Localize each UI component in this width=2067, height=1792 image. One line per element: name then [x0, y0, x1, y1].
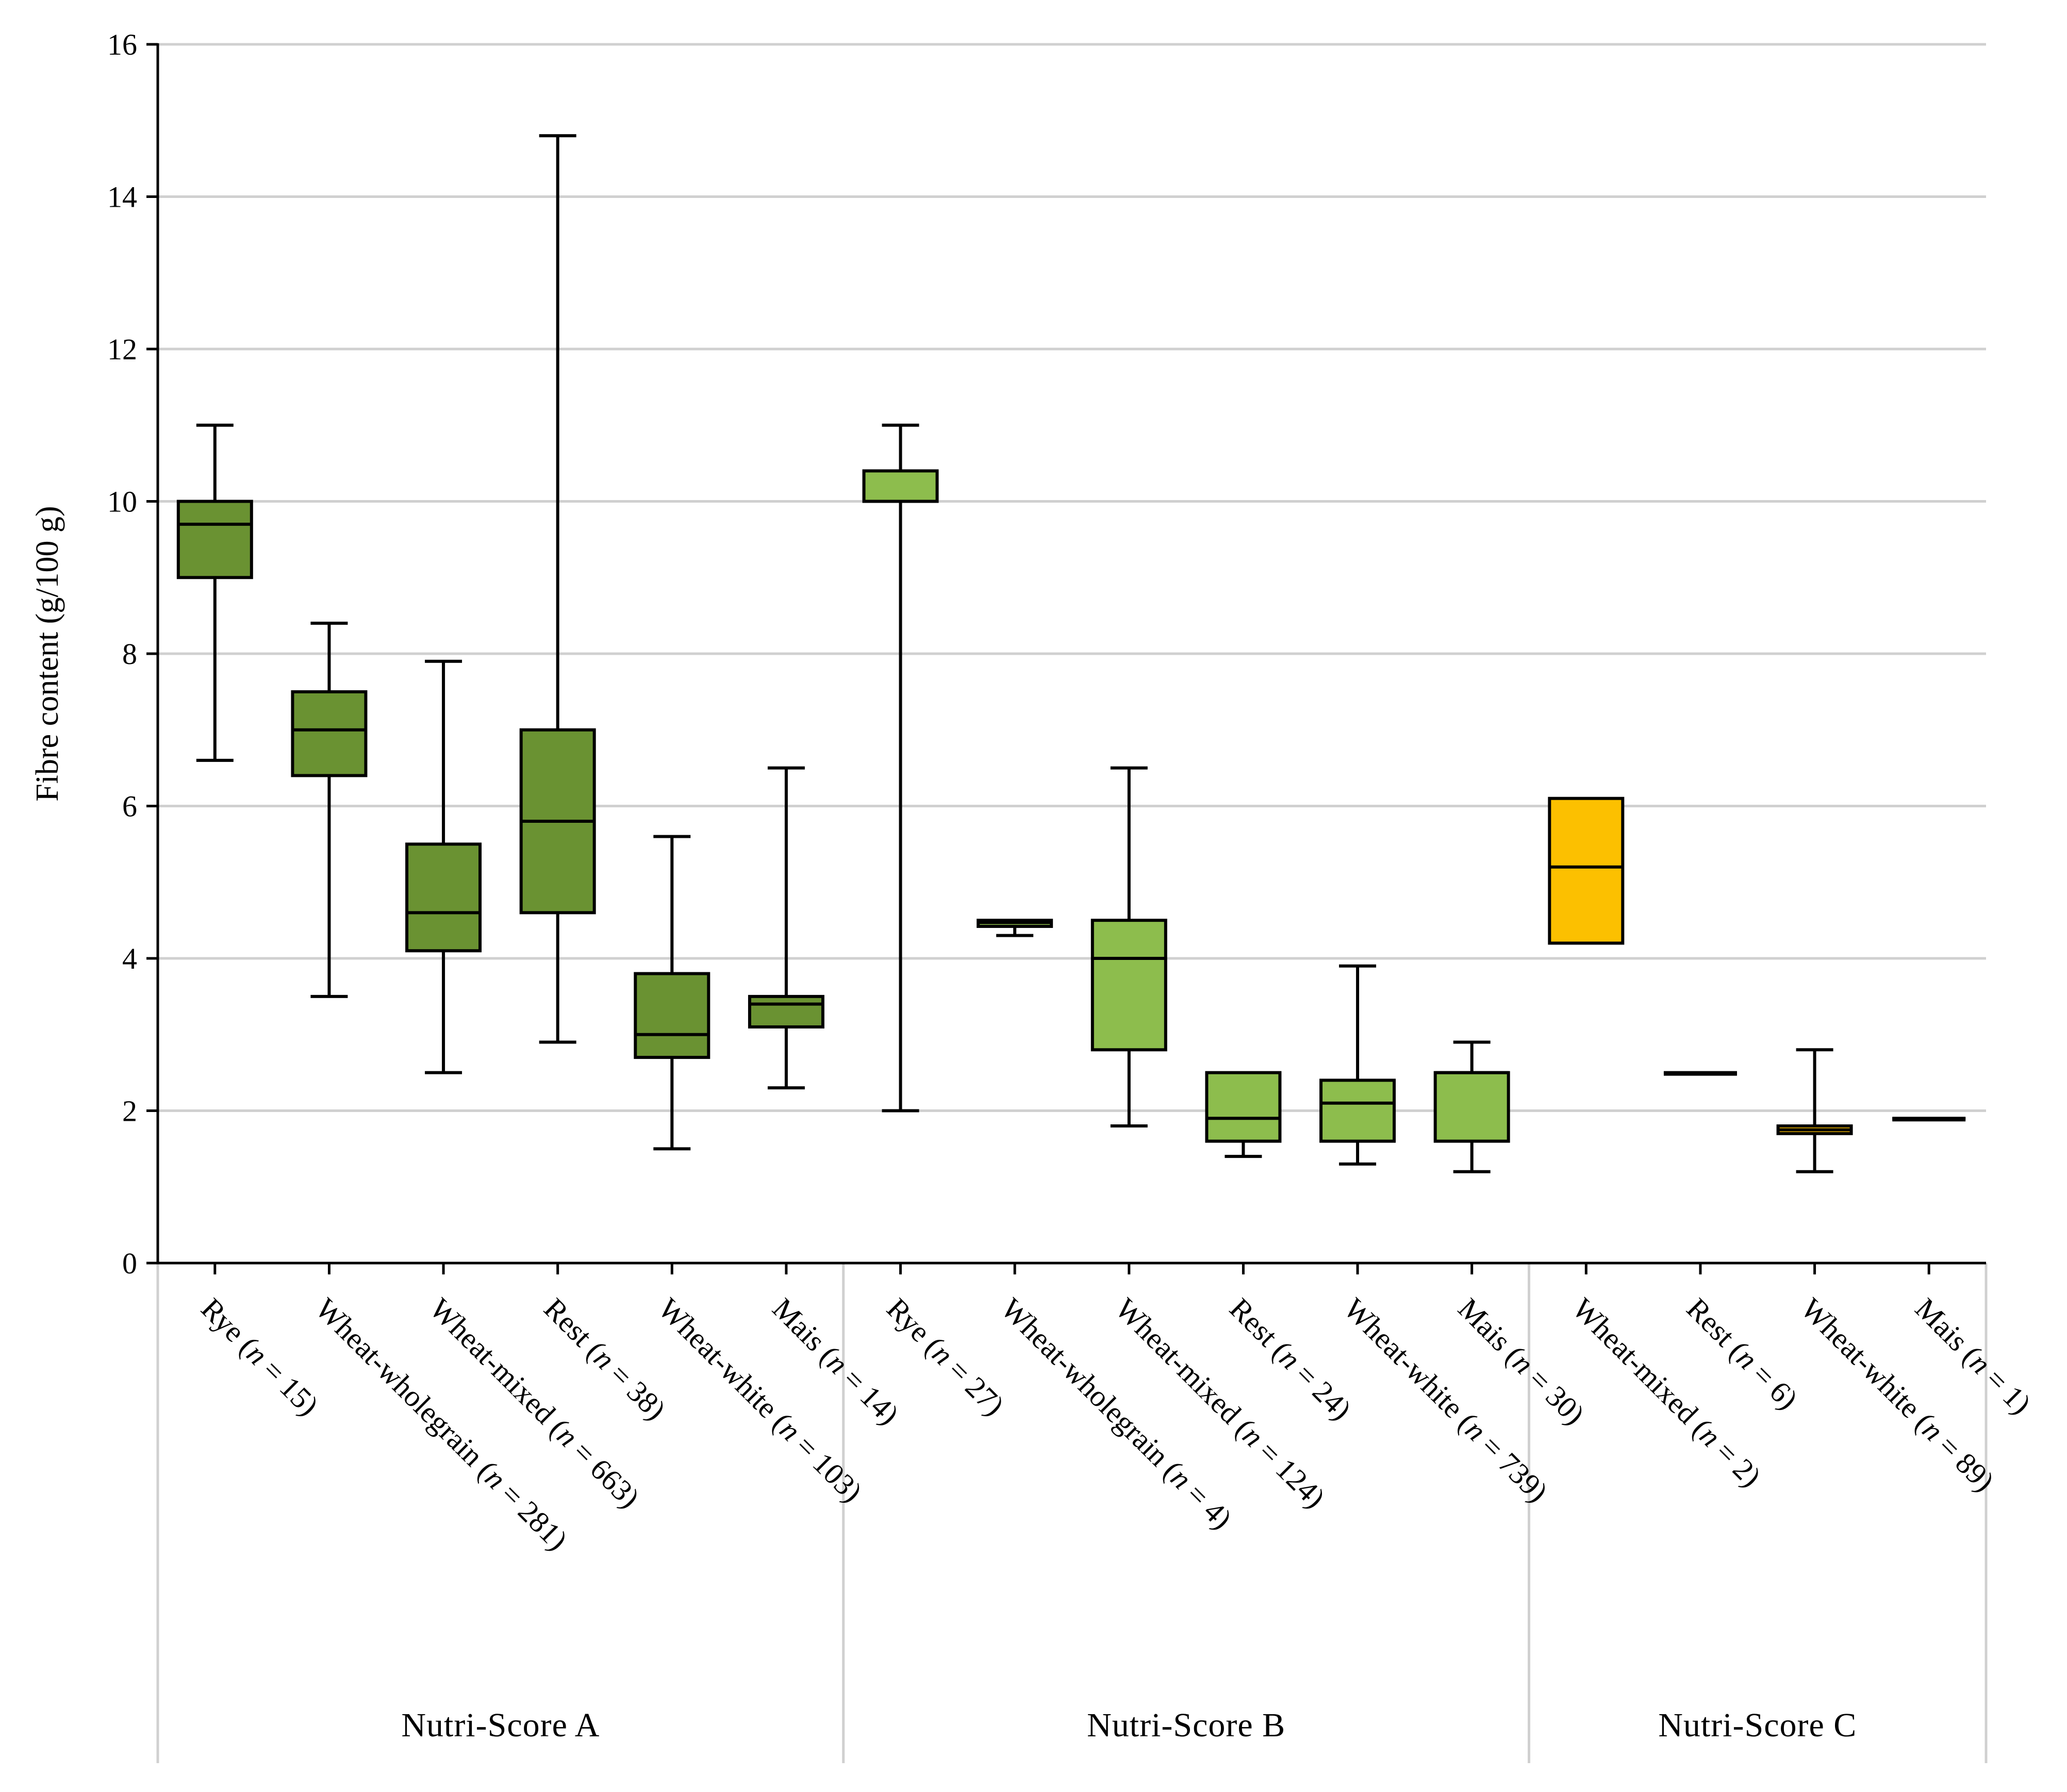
iqr-box	[1205, 1071, 1282, 1143]
iqr-box	[405, 842, 482, 953]
box-2-1	[1663, 1071, 1737, 1076]
box-0-5	[748, 766, 824, 1090]
box-1-4	[1319, 964, 1396, 1166]
category-label: Wheat-white (n = 89)	[1794, 1291, 2000, 1498]
iqr-box	[862, 469, 939, 503]
group-labels: Nutri-Score A Nutri-Score B Nutri-Score C	[401, 1706, 1857, 1744]
category-label: Wheat-wholegrain (n = 4)	[995, 1291, 1238, 1535]
box-2-2	[1776, 1048, 1853, 1173]
box-0-4	[634, 835, 710, 1151]
gridlines	[156, 43, 1988, 1763]
category-name: Wheat-white	[1337, 1291, 1470, 1424]
box-0-3	[519, 134, 596, 1044]
y-tick-label: 14	[107, 180, 137, 214]
y-tick-label: 10	[107, 485, 137, 519]
group-label: Nutri-Score B	[1087, 1706, 1285, 1744]
box-0-2	[405, 659, 482, 1074]
group-label: Nutri-Score A	[401, 1706, 600, 1744]
y-axis-title: Fibre content (g/100 g)	[30, 506, 65, 801]
box-2-0	[1548, 797, 1625, 945]
category-labels: Rye (n = 15)Wheat-wholegrain (n = 281)Wh…	[195, 1291, 2038, 1556]
iqr-box	[1433, 1071, 1510, 1143]
iqr-box	[1319, 1078, 1396, 1143]
category-label: Wheat-white (n = 103)	[652, 1291, 869, 1508]
y-tick-label: 12	[107, 333, 137, 366]
iqr-box	[291, 690, 368, 777]
box-0-1	[291, 621, 368, 998]
box-2-3	[1892, 1117, 1966, 1122]
iqr-box	[1090, 919, 1167, 1052]
y-tick-label: 6	[122, 790, 137, 823]
group-label: Nutri-Score C	[1658, 1706, 1857, 1744]
boxes	[176, 134, 1966, 1173]
y-tick-label: 4	[122, 942, 137, 975]
box-1-1	[977, 919, 1053, 937]
category-name: Wheat-white	[1794, 1291, 1927, 1424]
category-label: Wheat-white (n = 739)	[1337, 1291, 1555, 1508]
y-tick-label: 16	[107, 28, 137, 61]
category-label: Wheat-mixed (n = 663)	[423, 1291, 646, 1514]
box-1-3	[1205, 1071, 1282, 1158]
category-label: Wheat-mixed (n = 124)	[1109, 1291, 1332, 1514]
axes: 0 2 4 6 8 10 12 14 16	[107, 28, 1986, 1280]
iqr-box	[634, 972, 710, 1059]
y-tick-label: 2	[122, 1094, 137, 1128]
iqr-box	[176, 500, 253, 579]
y-tick-label: 0	[122, 1247, 137, 1280]
category-label: Wheat-mixed (n = 2)	[1566, 1291, 1767, 1493]
y-tick-label: 8	[122, 637, 137, 671]
box-1-5	[1433, 1040, 1510, 1173]
category-label: Rye (n = 15)	[195, 1291, 325, 1422]
box-1-0	[862, 423, 939, 1113]
box-1-2	[1090, 766, 1167, 1128]
box-0-0	[176, 423, 253, 762]
category-name: Wheat-white	[652, 1291, 785, 1424]
iqr-box	[1548, 797, 1625, 945]
category-label: Rest (n = 6)	[1680, 1291, 1805, 1416]
iqr-box	[748, 994, 824, 1028]
